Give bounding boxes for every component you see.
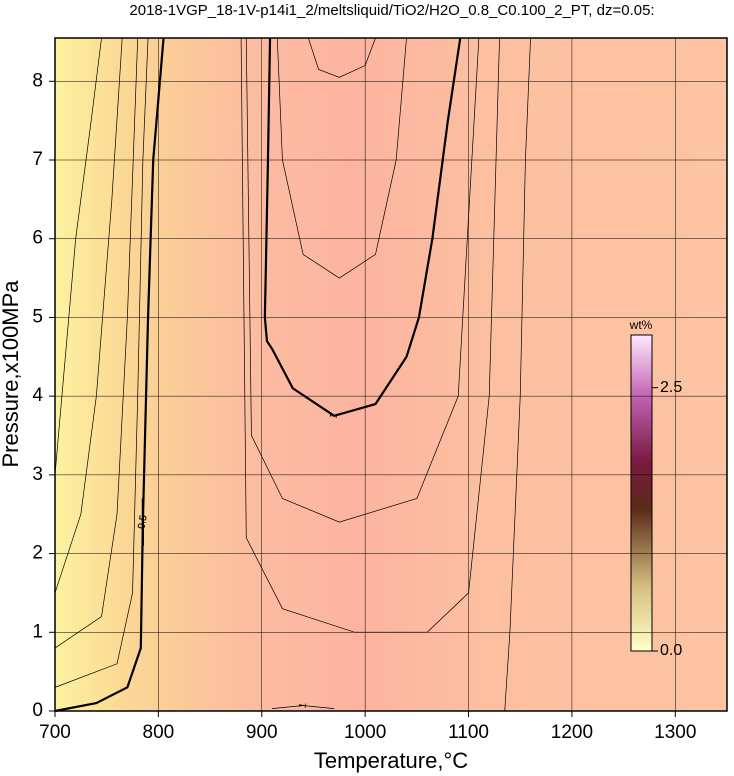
contour-label: 1 [328, 412, 340, 420]
y-tick-label: 3 [32, 464, 43, 485]
colorbar [630, 334, 653, 652]
plot-frame [54, 37, 728, 712]
x-tick-label: 700 [39, 722, 71, 743]
plot-field [55, 38, 727, 711]
y-axis-label: Pressure,x100MPa [0, 280, 23, 468]
contour-label: 0.5 [136, 514, 149, 530]
x-tick-label: 900 [246, 722, 278, 743]
colorbar-label: wt% [629, 318, 653, 332]
colorbar-tick-label: 2.5 [660, 379, 682, 396]
x-axis-label: Temperature,°C [314, 748, 468, 773]
y-tick-label: 4 [32, 385, 43, 406]
y-tick-label: 8 [32, 70, 43, 91]
x-tick-label: 800 [143, 722, 175, 743]
contour-line [307, 37, 376, 78]
y-tick-label: 2 [32, 543, 43, 564]
x-tick-label: 1200 [551, 722, 593, 743]
y-tick-label: 5 [32, 306, 43, 327]
y-tick-label: 6 [32, 228, 43, 249]
x-tick-label: 1100 [448, 722, 489, 743]
colorbar-tick-label: 0.0 [660, 642, 682, 659]
y-tick-label: 0 [32, 700, 43, 721]
contour-line [54, 37, 139, 649]
chart-title: 2018-1VGP_18-1V-p14i1_2/meltsliquid/TiO2… [129, 2, 654, 19]
x-tick-label: 1300 [654, 722, 696, 743]
contour-line [54, 37, 165, 713]
x-tick-label: 1000 [344, 722, 386, 743]
contour-line [272, 705, 335, 709]
y-tick-label: 1 [32, 621, 43, 642]
y-tick-label: 7 [32, 149, 43, 170]
contour-line [54, 37, 149, 688]
contour-label: 1 [297, 701, 309, 709]
